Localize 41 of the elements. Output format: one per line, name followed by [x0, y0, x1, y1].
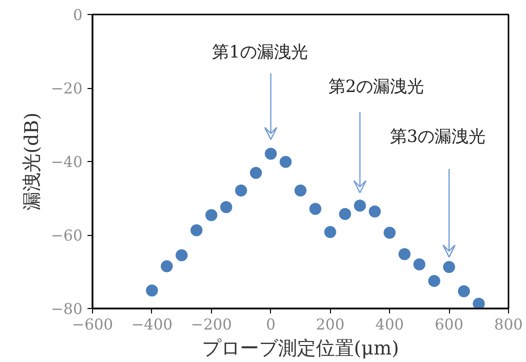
- point: [324, 226, 336, 238]
- point: [280, 156, 292, 168]
- y-tick-label: −60: [50, 226, 82, 244]
- y-tick-label: 0: [72, 6, 83, 24]
- point: [190, 224, 202, 236]
- point: [160, 260, 173, 272]
- point: [368, 205, 381, 218]
- annotation: 第3の漏洩光: [390, 126, 486, 147]
- point: [309, 202, 322, 215]
- x-tick-label: −400: [131, 316, 173, 334]
- y-tick-label: −40: [50, 153, 82, 171]
- point: [398, 248, 410, 260]
- x-tick-label: 800: [494, 316, 523, 334]
- x-tick-label: 200: [316, 316, 345, 334]
- x-tick-label: 0: [266, 316, 276, 334]
- point: [176, 249, 188, 262]
- point: [339, 208, 352, 220]
- x-tick-label: 400: [375, 316, 404, 334]
- y-tick-label: −80: [50, 300, 82, 318]
- y-tick-label: −20: [50, 80, 82, 98]
- point: [146, 284, 158, 296]
- point: [384, 226, 396, 239]
- point: [354, 200, 366, 212]
- point: [294, 184, 306, 197]
- point: [413, 258, 426, 270]
- point: [220, 201, 232, 214]
- y-axis-title: 漏洩光(dB): [20, 112, 43, 210]
- x-tick-label: −600: [72, 316, 114, 334]
- annotation: 第2の漏洩光: [328, 77, 424, 98]
- x-axis-title: プローブ測定位置(μm): [202, 338, 400, 360]
- x-tick-label: −200: [190, 316, 232, 334]
- point: [235, 184, 248, 197]
- point: [428, 274, 440, 287]
- point: [458, 285, 470, 298]
- x-tick-label: 600: [434, 316, 464, 334]
- point: [250, 166, 262, 179]
- point: [472, 298, 485, 308]
- point: [443, 260, 456, 273]
- point: [264, 148, 277, 160]
- point: [205, 209, 218, 222]
- annotation: 第1の漏洩光: [212, 42, 308, 62]
